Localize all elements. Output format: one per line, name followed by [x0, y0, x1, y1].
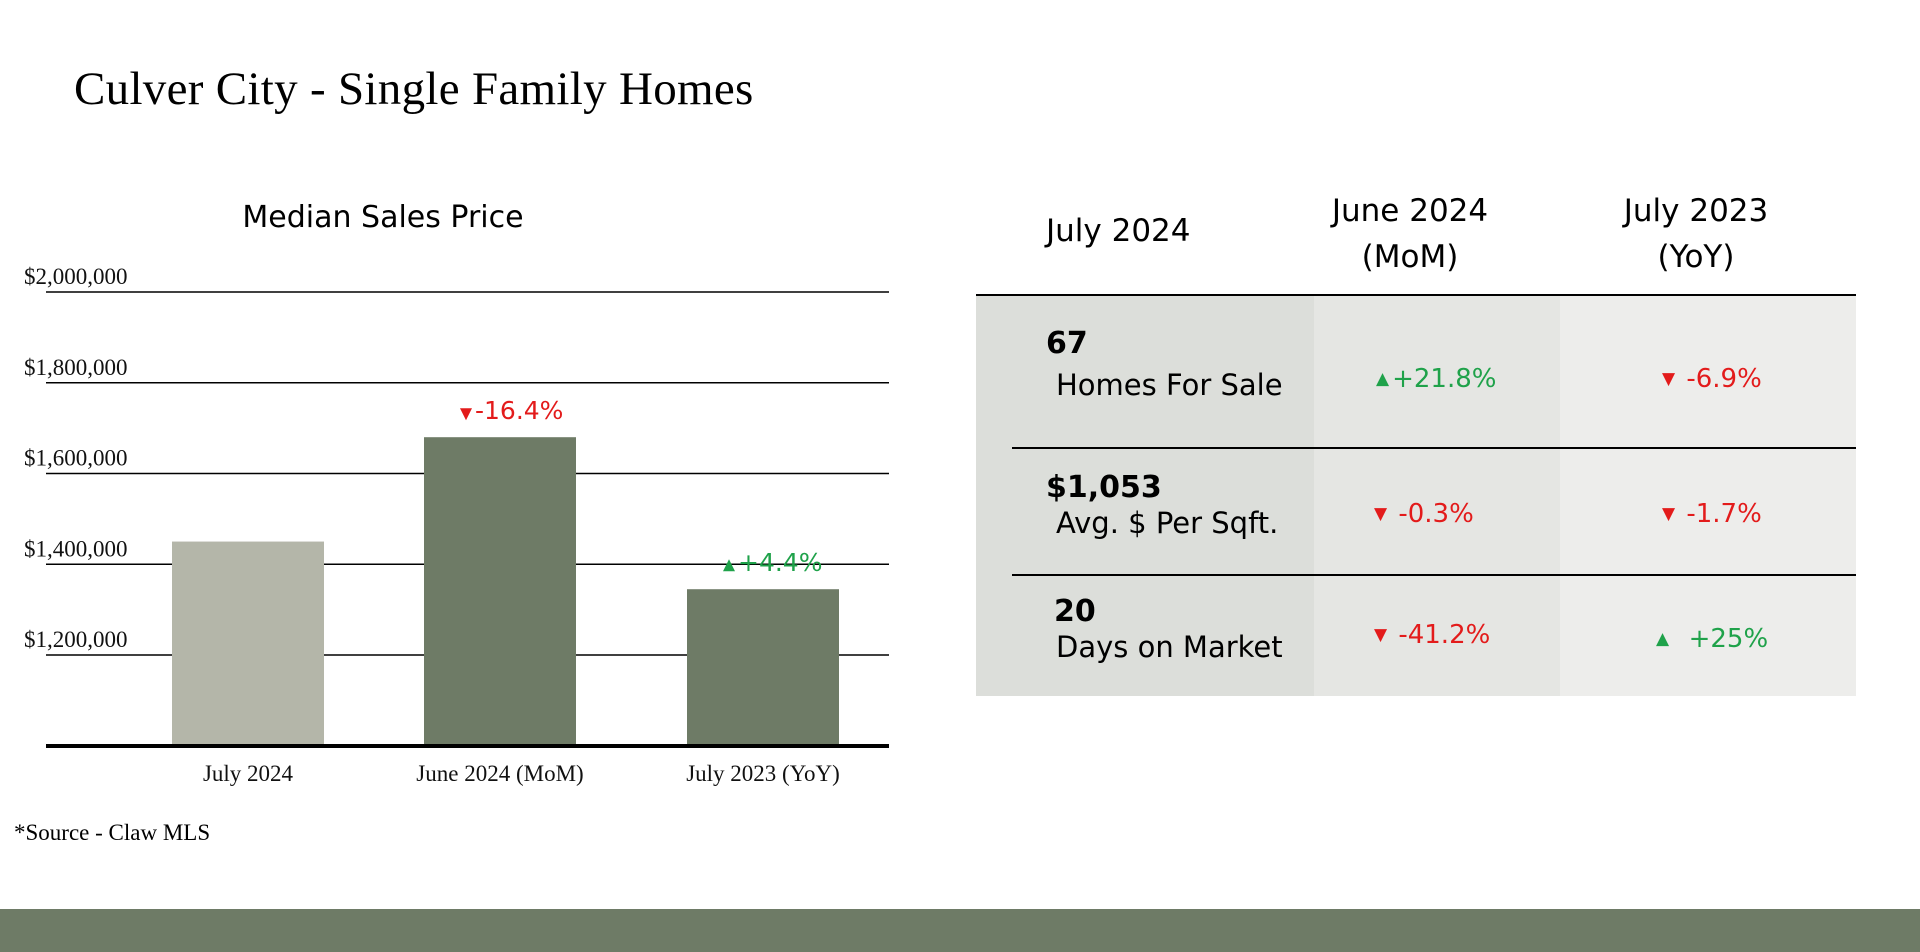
- header-divider: [976, 294, 1856, 296]
- triangle-up-icon: ▲: [1656, 629, 1670, 649]
- x-category-label: July 2024: [203, 761, 294, 786]
- row-divider: [1012, 574, 1856, 576]
- avg-price-per-sqft-mom: ▼ -0.3%: [1374, 499, 1474, 529]
- avg-price-per-sqft-value: $1,053: [1046, 470, 1162, 505]
- source-note: *Source - Claw MLS: [14, 820, 211, 845]
- header-mom-line2: (MoM): [1361, 239, 1459, 275]
- column-bg-current: [976, 296, 1314, 696]
- x-category-label: June 2024 (MoM): [416, 761, 583, 786]
- change-label: -16.4%: [475, 396, 563, 425]
- triangle-down-icon: ▼: [1374, 504, 1388, 524]
- triangle-down-icon: ▼: [1662, 369, 1676, 389]
- change-label: +4.4%: [738, 548, 822, 577]
- homes-for-sale-mom: ▲ +21.8%: [1376, 364, 1496, 394]
- days-on-market-value: 20: [1054, 594, 1096, 629]
- triangle-up-icon: ▲: [1376, 369, 1390, 389]
- avg-price-per-sqft-mom-value: -0.3%: [1398, 499, 1474, 529]
- triangle-down-icon: ▼: [1662, 504, 1676, 524]
- triangle-up-icon: [723, 559, 735, 572]
- header-current: July 2024: [1046, 213, 1191, 249]
- homes-for-sale-label: Homes For Sale: [1056, 368, 1283, 402]
- header-yoy-line2: (YoY): [1657, 239, 1735, 275]
- homes-for-sale-yoy: ▼ -6.9%: [1662, 364, 1762, 394]
- y-tick-label: $1,600,000: [24, 446, 128, 471]
- page-title: Culver City - Single Family Homes: [74, 63, 754, 115]
- homes-for-sale-mom-value: +21.8%: [1392, 364, 1497, 394]
- header-mom-line1: June 2024: [1331, 193, 1489, 229]
- chart-title: Median Sales Price: [242, 200, 523, 235]
- bar: [687, 589, 839, 744]
- row-divider: [1012, 447, 1856, 449]
- avg-price-per-sqft-label: Avg. $ Per Sqft.: [1056, 506, 1279, 540]
- column-bg-mom: [1314, 296, 1560, 696]
- y-tick-label: $2,000,000: [24, 264, 128, 289]
- days-on-market-yoy: ▲ +25%: [1656, 624, 1768, 654]
- column-bg-yoy: [1560, 296, 1856, 696]
- avg-price-per-sqft-yoy-value: -1.7%: [1686, 499, 1762, 529]
- bar: [172, 541, 324, 744]
- y-tick-label: $1,800,000: [24, 355, 128, 380]
- days-on-market-mom: ▼ -41.2%: [1374, 620, 1490, 650]
- days-on-market-mom-value: -41.2%: [1398, 620, 1491, 650]
- footer-band: [0, 909, 1920, 952]
- triangle-down-icon: ▼: [1374, 625, 1388, 645]
- header-yoy-line1: July 2023: [1623, 193, 1769, 229]
- bar: [424, 437, 576, 744]
- homes-for-sale-value: 67: [1046, 326, 1088, 361]
- homes-for-sale-yoy-value: -6.9%: [1686, 364, 1762, 394]
- days-on-market-label: Days on Market: [1056, 630, 1283, 664]
- x-category-label: July 2023 (YoY): [686, 761, 840, 786]
- y-tick-label: $1,400,000: [24, 536, 128, 561]
- y-tick-label: $1,200,000: [24, 627, 128, 652]
- avg-price-per-sqft-yoy: ▼ -1.7%: [1662, 499, 1762, 529]
- header-yoy: July 2023 (YoY): [1596, 188, 1796, 280]
- days-on-market-yoy-value: +25%: [1688, 624, 1769, 654]
- header-mom: June 2024 (MoM): [1310, 188, 1510, 280]
- median-sales-price-chart: Median Sales Price $1,200,000 $1,400,000 $1…: [24, 200, 889, 786]
- triangle-down-icon: [460, 408, 472, 421]
